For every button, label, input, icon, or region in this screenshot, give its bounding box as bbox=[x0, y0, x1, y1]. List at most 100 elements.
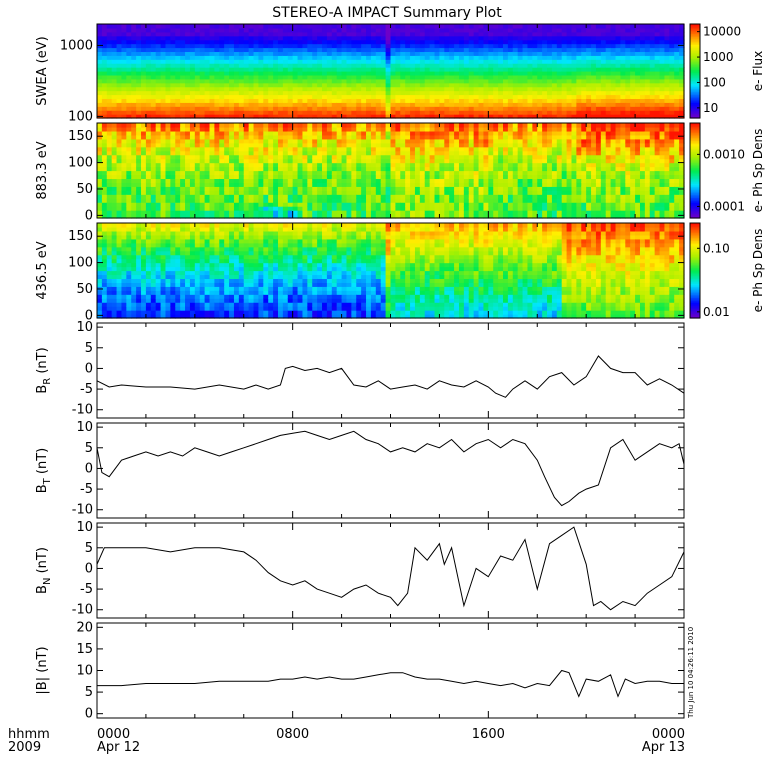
heatmap-cell bbox=[131, 79, 136, 84]
heatmap-cell bbox=[601, 91, 606, 96]
heatmap-cell bbox=[239, 147, 244, 152]
heatmap-cell bbox=[254, 59, 259, 64]
heatmap-cell bbox=[376, 155, 381, 160]
heatmap-cell bbox=[552, 28, 557, 33]
heatmap-cell bbox=[439, 194, 444, 199]
heatmap-cell bbox=[278, 155, 283, 160]
heatmap-cell bbox=[449, 131, 454, 136]
heatmap-cell bbox=[439, 83, 444, 88]
heatmap-cell bbox=[205, 163, 210, 168]
heatmap-cell bbox=[567, 87, 572, 92]
heatmap-cell bbox=[214, 151, 219, 156]
heatmap-cell bbox=[185, 147, 190, 152]
heatmap-cell bbox=[146, 51, 151, 56]
heatmap-cell bbox=[395, 95, 400, 100]
heatmap-cell bbox=[430, 28, 435, 33]
heatmap-cell bbox=[439, 174, 444, 179]
heatmap-cell bbox=[351, 131, 356, 136]
heatmap-cell bbox=[361, 28, 366, 33]
heatmap-cell bbox=[121, 127, 126, 132]
heatmap-cell bbox=[112, 139, 117, 144]
heatmap-cell bbox=[141, 102, 146, 107]
heatmap-cell bbox=[498, 147, 503, 152]
heatmap-cell bbox=[161, 44, 166, 49]
heatmap-cell bbox=[337, 95, 342, 100]
heatmap-cell bbox=[107, 135, 112, 140]
heatmap-cell bbox=[361, 194, 366, 199]
heatmap-cell bbox=[327, 163, 332, 168]
heatmap-cell bbox=[410, 91, 415, 96]
heatmap-cell bbox=[405, 63, 410, 68]
heatmap-cell bbox=[376, 182, 381, 187]
heatmap-cell bbox=[591, 98, 596, 103]
heatmap-cell bbox=[224, 36, 229, 41]
heatmap-cell bbox=[449, 206, 454, 211]
heatmap-cell bbox=[669, 71, 674, 76]
heatmap-cell bbox=[381, 123, 386, 128]
heatmap-cell bbox=[503, 83, 508, 88]
heatmap-cell bbox=[332, 131, 337, 136]
heatmap-cell bbox=[435, 135, 440, 140]
heatmap-cell bbox=[327, 190, 332, 195]
heatmap-cell bbox=[606, 32, 611, 37]
heatmap-cell bbox=[258, 139, 263, 144]
heatmap-cell bbox=[102, 178, 107, 183]
heatmap-cell bbox=[395, 182, 400, 187]
heatmap-cell bbox=[156, 163, 161, 168]
heatmap-cell bbox=[190, 91, 195, 96]
heatmap-cell bbox=[410, 159, 415, 164]
heatmap-cell bbox=[650, 28, 655, 33]
heatmap-cell bbox=[302, 198, 307, 203]
heatmap-cell bbox=[483, 174, 488, 179]
heatmap-cell bbox=[190, 194, 195, 199]
heatmap-cell bbox=[464, 186, 469, 191]
heatmap-cell bbox=[361, 143, 366, 148]
heatmap-cell bbox=[635, 79, 640, 84]
heatmap-cell bbox=[625, 63, 630, 68]
heatmap-cell bbox=[317, 83, 322, 88]
heatmap-cell bbox=[234, 48, 239, 53]
heatmap-cell bbox=[591, 91, 596, 96]
heatmap-cell bbox=[439, 167, 444, 172]
heatmap-cell bbox=[371, 98, 376, 103]
heatmap-cell bbox=[625, 75, 630, 80]
heatmap-cell bbox=[405, 79, 410, 84]
heatmap-cell bbox=[346, 159, 351, 164]
heatmap-cell bbox=[151, 71, 156, 76]
heatmap-cell bbox=[302, 98, 307, 103]
heatmap-cell bbox=[117, 32, 122, 37]
heatmap-cell bbox=[616, 48, 621, 53]
heatmap-cell bbox=[645, 48, 650, 53]
heatmap-cell bbox=[131, 55, 136, 60]
heatmap-cell bbox=[239, 59, 244, 64]
heatmap-cell bbox=[332, 182, 337, 187]
heatmap-cell bbox=[219, 163, 224, 168]
heatmap-cell bbox=[474, 98, 479, 103]
heatmap-cell bbox=[195, 71, 200, 76]
heatmap-cell bbox=[391, 127, 396, 132]
heatmap-cell bbox=[620, 32, 625, 37]
heatmap-cell bbox=[664, 75, 669, 80]
heatmap-cell bbox=[195, 95, 200, 100]
heatmap-cell bbox=[190, 174, 195, 179]
heatmap-cell bbox=[175, 182, 180, 187]
heatmap-cell bbox=[371, 44, 376, 49]
heatmap-cell bbox=[175, 163, 180, 168]
heatmap-cell bbox=[254, 159, 259, 164]
heatmap-cell bbox=[395, 123, 400, 128]
heatmap-cell bbox=[175, 51, 180, 56]
heatmap-cell bbox=[454, 40, 459, 45]
heatmap-cell bbox=[567, 55, 572, 60]
heatmap-cell bbox=[596, 95, 601, 100]
heatmap-cell bbox=[425, 206, 430, 211]
heatmap-cell bbox=[131, 198, 136, 203]
heatmap-cell bbox=[254, 51, 259, 56]
heatmap-cell bbox=[190, 159, 195, 164]
heatmap-cell bbox=[527, 95, 532, 100]
heatmap-cell bbox=[332, 178, 337, 183]
heatmap-cell bbox=[322, 155, 327, 160]
heatmap-cell bbox=[459, 202, 464, 207]
heatmap-cell bbox=[391, 159, 396, 164]
heatmap-cell bbox=[415, 131, 420, 136]
heatmap-cell bbox=[312, 210, 317, 215]
